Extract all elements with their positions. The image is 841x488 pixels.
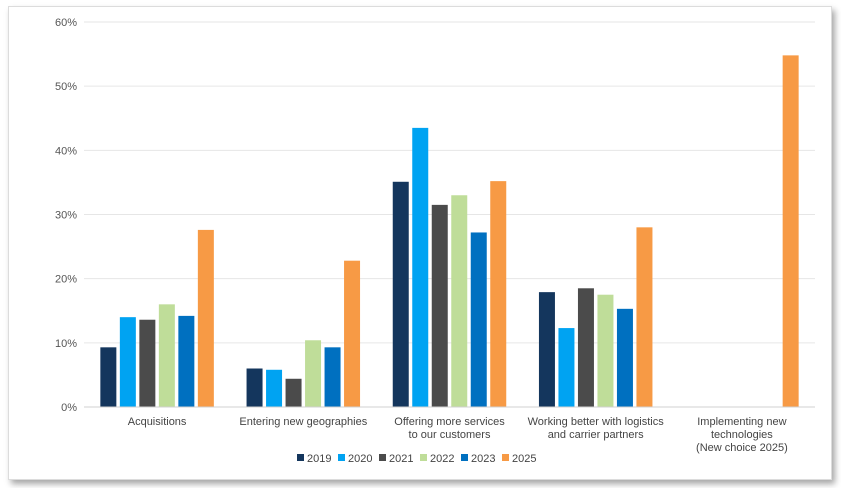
category-label: Acquisitions bbox=[128, 416, 187, 428]
bar bbox=[246, 368, 263, 407]
bar bbox=[324, 347, 341, 407]
gridlines bbox=[84, 21, 815, 344]
bar bbox=[470, 232, 487, 407]
legend-label: 2025 bbox=[512, 453, 536, 465]
bar bbox=[392, 181, 409, 407]
category-label-line: (New choice 2025) bbox=[696, 442, 788, 454]
bar bbox=[451, 195, 468, 407]
bar bbox=[490, 181, 507, 407]
bar bbox=[178, 315, 195, 407]
bar bbox=[431, 204, 448, 407]
bar bbox=[558, 328, 575, 407]
category-label-line: and carrier partners bbox=[548, 429, 644, 441]
category-label-line: to our customers bbox=[409, 429, 491, 441]
y-tick-label: 10% bbox=[55, 338, 77, 350]
bars bbox=[100, 55, 799, 407]
legend-swatch bbox=[338, 454, 345, 461]
bar bbox=[577, 288, 594, 407]
y-axis-ticks: 0% 10% 20% 30% 40% 50% 60% bbox=[55, 17, 77, 414]
bar bbox=[139, 319, 156, 407]
category-label-line: Implementing new bbox=[697, 416, 786, 428]
category-label-line: Entering new geographies bbox=[239, 416, 367, 428]
legend-label: 2019 bbox=[307, 453, 331, 465]
y-tick-label: 50% bbox=[55, 81, 77, 93]
legend-label: 2022 bbox=[430, 453, 454, 465]
category-label: Offering more services to our customers bbox=[394, 416, 505, 441]
bar bbox=[158, 304, 175, 407]
bar bbox=[305, 340, 322, 407]
bar bbox=[197, 229, 214, 407]
bar bbox=[344, 260, 361, 407]
y-tick-label: 0% bbox=[61, 402, 77, 414]
legend: 2019 2020 2021 2022 2023 2025 bbox=[297, 453, 536, 465]
legend-label: 2023 bbox=[471, 453, 495, 465]
y-tick-label: 40% bbox=[55, 145, 77, 157]
bar-chart: 0% 10% 20% 30% 40% 50% 60% Acquisitions Enterin… bbox=[55, 17, 815, 465]
category-label-line: technologies bbox=[711, 429, 773, 441]
bar bbox=[266, 369, 283, 407]
bar bbox=[285, 378, 302, 407]
bar bbox=[597, 294, 614, 407]
bar bbox=[100, 347, 117, 407]
bar bbox=[412, 127, 429, 407]
bar bbox=[119, 317, 136, 407]
bar bbox=[538, 292, 555, 407]
chart-card: 0% 10% 20% 30% 40% 50% 60% Acquisitions Enterin… bbox=[8, 6, 832, 480]
legend-label: 2020 bbox=[348, 453, 372, 465]
category-label: Working better with logistics and carrier… bbox=[528, 416, 665, 441]
category-label: Entering new geographies bbox=[239, 416, 367, 428]
category-labels: Acquisitions Entering new geographies Offe… bbox=[128, 416, 788, 454]
y-tick-label: 60% bbox=[55, 17, 77, 29]
legend-swatch bbox=[420, 454, 427, 461]
category-label: Implementing new technologies (New choice … bbox=[696, 416, 788, 454]
legend-swatch bbox=[461, 454, 468, 461]
bar bbox=[636, 227, 653, 407]
legend-swatch bbox=[379, 454, 386, 461]
legend-label: 2021 bbox=[389, 453, 413, 465]
category-label-line: Working better with logistics bbox=[528, 416, 665, 428]
bar bbox=[616, 308, 633, 407]
legend-swatch bbox=[297, 454, 304, 461]
category-label-line: Acquisitions bbox=[128, 416, 187, 428]
bar bbox=[782, 55, 799, 407]
category-label-line: Offering more services bbox=[394, 416, 505, 428]
legend-swatch bbox=[502, 454, 509, 461]
y-tick-label: 20% bbox=[55, 274, 77, 286]
y-tick-label: 30% bbox=[55, 210, 77, 222]
